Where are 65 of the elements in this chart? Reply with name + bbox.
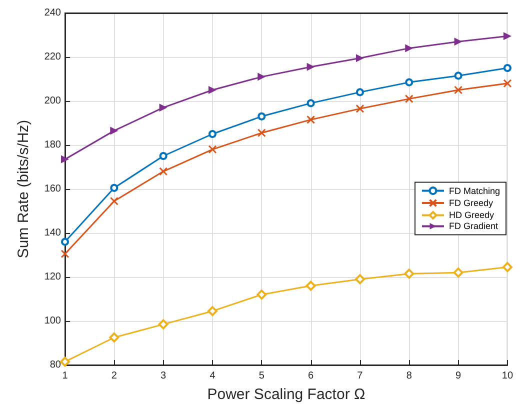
- point: [454, 72, 462, 80]
- point: [110, 126, 118, 135]
- y-tick-label: 220: [44, 52, 62, 62]
- point: [503, 64, 512, 72]
- point: [502, 262, 512, 272]
- y-tick-label: 160: [44, 184, 62, 194]
- point: [257, 128, 266, 138]
- y-tick-label: 120: [44, 272, 62, 282]
- x-tick-label: 7: [357, 370, 364, 382]
- point: [159, 152, 168, 160]
- point: [454, 38, 462, 46]
- point: [306, 99, 315, 108]
- legend-label: FD Greedy: [448, 198, 494, 208]
- point: [208, 130, 216, 138]
- point: [356, 88, 364, 96]
- point: [356, 104, 364, 113]
- point: [159, 104, 168, 112]
- x-tick-label: 1: [62, 370, 68, 382]
- legend-label: FD Matching: [448, 186, 500, 196]
- point: [356, 54, 364, 62]
- y-axis-title: Sum Rate (bits/s/Hz): [15, 120, 32, 258]
- point: [61, 238, 69, 246]
- y-tick-label: 100: [44, 316, 62, 326]
- point: [158, 319, 168, 330]
- point: [306, 115, 316, 124]
- point: [110, 196, 118, 206]
- x-tick-label: 4: [210, 370, 216, 382]
- y-tick-label: 80: [50, 360, 62, 370]
- point: [306, 280, 316, 291]
- point: [453, 268, 464, 278]
- point: [256, 290, 267, 300]
- point: [60, 250, 70, 258]
- point: [503, 79, 512, 88]
- point: [61, 155, 69, 164]
- legend-label: HD Greedy: [448, 210, 494, 220]
- point: [404, 268, 414, 279]
- point: [503, 32, 512, 40]
- point: [405, 44, 414, 52]
- point: [208, 86, 216, 94]
- x-tick-label: 9: [455, 370, 462, 382]
- legend-label: FD Gradient: [448, 221, 498, 232]
- y-tick-label: 180: [44, 140, 62, 150]
- y-tick-label: 140: [44, 228, 62, 238]
- x-tick-label: 3: [160, 370, 167, 382]
- point: [404, 94, 414, 104]
- x-tick-label: 8: [406, 370, 412, 382]
- point: [159, 167, 168, 176]
- x-tick-label: 5: [258, 370, 265, 382]
- x-axis-title: Power Scaling Factor Ω: [207, 386, 366, 403]
- point: [208, 145, 217, 154]
- point: [354, 274, 365, 284]
- point: [110, 184, 118, 192]
- point: [60, 356, 70, 367]
- point: [258, 112, 266, 120]
- point: [306, 62, 315, 71]
- point: [405, 78, 414, 86]
- point: [454, 86, 463, 94]
- point: [258, 72, 266, 81]
- point: [207, 306, 218, 316]
- y-tick-label: 240: [44, 8, 62, 18]
- point: [109, 332, 120, 342]
- x-tick-label: 10: [502, 370, 514, 382]
- y-tick-label: 200: [44, 96, 62, 106]
- x-tick-label: 6: [308, 370, 314, 382]
- x-tick-label: 2: [111, 370, 118, 382]
